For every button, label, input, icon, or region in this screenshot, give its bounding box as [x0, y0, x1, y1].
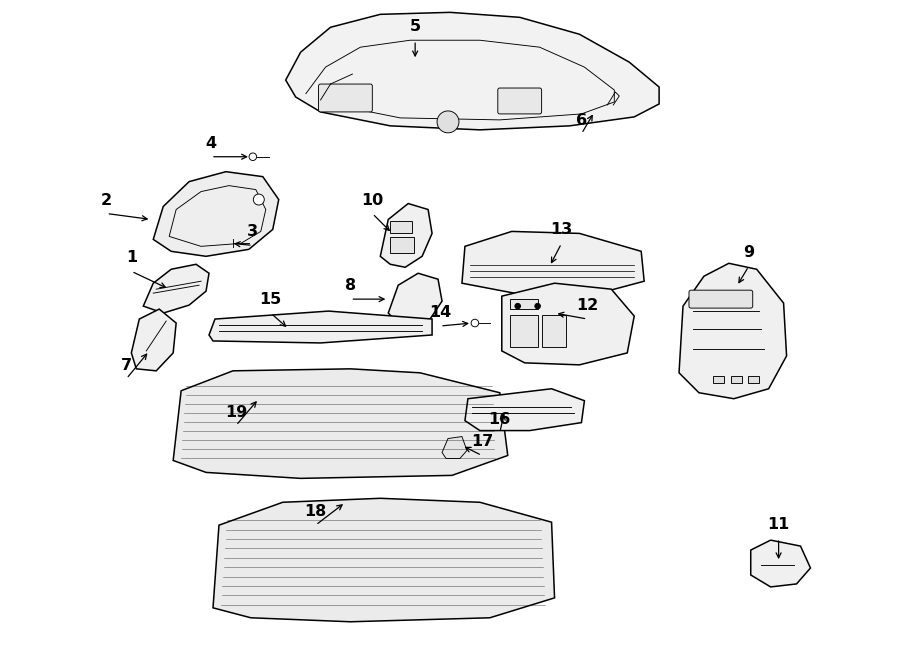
- Text: 8: 8: [345, 278, 356, 293]
- Polygon shape: [388, 273, 442, 323]
- Polygon shape: [502, 283, 634, 365]
- Polygon shape: [381, 204, 432, 267]
- Text: 12: 12: [576, 298, 598, 313]
- Text: 7: 7: [121, 358, 132, 373]
- Bar: [748, 376, 759, 383]
- Polygon shape: [173, 369, 508, 479]
- Text: 6: 6: [576, 113, 587, 128]
- Bar: [731, 376, 742, 383]
- FancyBboxPatch shape: [498, 88, 542, 114]
- Text: 10: 10: [361, 192, 383, 208]
- Polygon shape: [679, 263, 787, 399]
- Text: 11: 11: [768, 517, 789, 532]
- Text: 1: 1: [126, 251, 137, 265]
- Polygon shape: [462, 231, 644, 295]
- Polygon shape: [751, 540, 811, 587]
- Text: 16: 16: [489, 412, 511, 426]
- Text: 2: 2: [101, 192, 112, 208]
- Text: 3: 3: [248, 224, 258, 239]
- Polygon shape: [442, 436, 467, 459]
- FancyBboxPatch shape: [319, 84, 373, 112]
- Circle shape: [515, 303, 520, 309]
- Bar: [542, 315, 565, 347]
- Circle shape: [253, 194, 265, 205]
- Bar: [509, 299, 537, 309]
- Circle shape: [535, 303, 540, 309]
- FancyBboxPatch shape: [689, 290, 752, 308]
- Polygon shape: [209, 311, 432, 343]
- Circle shape: [437, 111, 459, 133]
- Polygon shape: [153, 172, 279, 256]
- Text: 18: 18: [304, 504, 327, 519]
- Circle shape: [471, 319, 479, 327]
- Bar: [391, 237, 414, 253]
- Text: 19: 19: [225, 405, 247, 420]
- Bar: [713, 376, 724, 383]
- Text: 13: 13: [551, 222, 572, 237]
- Polygon shape: [285, 13, 659, 130]
- Bar: [509, 315, 537, 347]
- Polygon shape: [213, 498, 554, 622]
- Text: 9: 9: [743, 245, 754, 260]
- Text: 15: 15: [259, 292, 282, 307]
- Text: 4: 4: [205, 136, 217, 151]
- Text: 14: 14: [429, 305, 451, 320]
- Polygon shape: [131, 309, 176, 371]
- Polygon shape: [465, 389, 584, 430]
- Bar: [391, 221, 412, 233]
- Text: 17: 17: [471, 434, 493, 449]
- Circle shape: [249, 153, 256, 161]
- Polygon shape: [143, 264, 209, 313]
- Text: 5: 5: [410, 19, 420, 34]
